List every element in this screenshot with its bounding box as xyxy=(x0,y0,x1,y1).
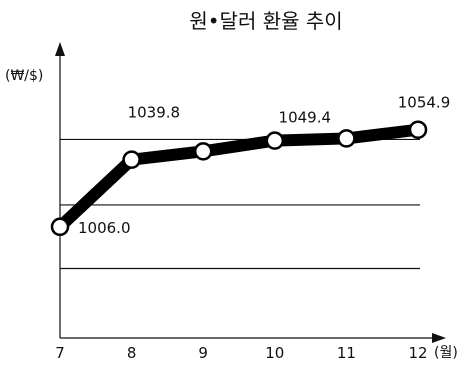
series-layer xyxy=(50,120,428,237)
data-point xyxy=(337,129,356,148)
data-point xyxy=(122,150,141,169)
y-axis-unit-label: (₩/$) xyxy=(5,68,43,84)
data-point xyxy=(193,142,213,161)
series-line xyxy=(54,123,424,233)
x-tick-labels: 7 8 9 10 11 12 xyxy=(55,344,427,362)
x-tick-label: 12 xyxy=(408,344,427,362)
x-tick-label: 10 xyxy=(265,344,284,362)
data-point xyxy=(408,120,428,139)
x-tick-label: 11 xyxy=(337,344,356,362)
data-label: 1054.9 xyxy=(398,94,451,112)
data-labels: 1006.0 1039.8 1049.4 1054.9 xyxy=(78,94,450,237)
x-tick-label: 9 xyxy=(198,344,208,362)
data-point xyxy=(50,217,70,237)
chart-title: 원•달러 환율 추이 xyxy=(189,9,342,33)
data-label: 1006.0 xyxy=(78,219,131,237)
gridlines xyxy=(60,138,420,270)
x-axis-unit-label: (월) xyxy=(434,345,458,361)
y-axis-arrow-icon xyxy=(55,42,65,56)
x-tick-label: 8 xyxy=(127,344,137,362)
x-tick-label: 7 xyxy=(55,344,65,362)
data-point xyxy=(265,131,285,150)
data-label: 1039.8 xyxy=(128,104,181,122)
data-label: 1049.4 xyxy=(279,109,332,127)
x-axis-arrow-icon xyxy=(432,333,446,343)
